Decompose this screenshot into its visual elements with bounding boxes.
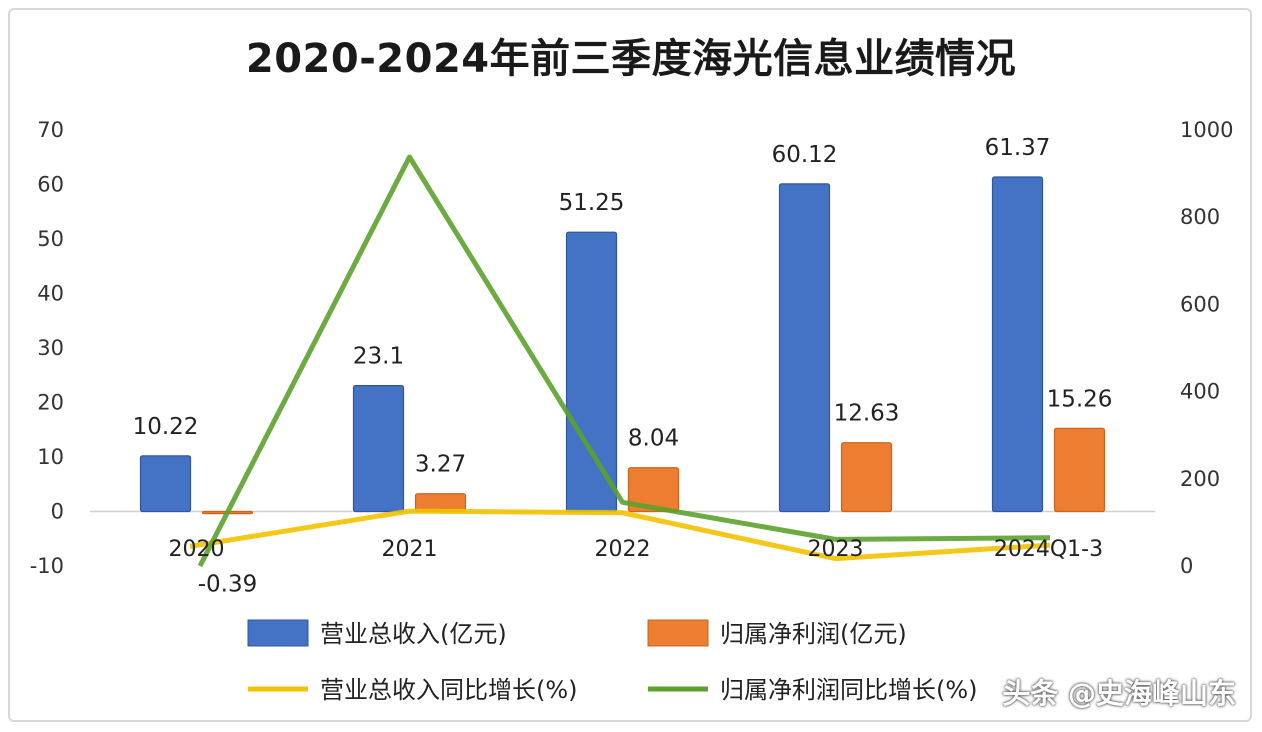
right-tick-label: 200 (1180, 467, 1220, 491)
left-tick-label: -10 (30, 554, 64, 578)
bars-group (139, 176, 1106, 515)
left-tick-label: 30 (37, 336, 64, 360)
legend-label: 营业总收入(亿元) (320, 620, 507, 648)
revenue-data-label: 61.37 (985, 135, 1051, 161)
x-tick-label: 2020 (169, 537, 225, 562)
legend-swatch (647, 619, 709, 647)
profit-bar (627, 467, 680, 513)
x-tick-label: 2022 (595, 537, 651, 562)
profit-growth-line (197, 154, 1051, 568)
left-tick-label: 20 (37, 391, 64, 415)
profit-data-label: 3.27 (415, 452, 466, 478)
left-tick-label: 70 (37, 118, 64, 142)
left-tick-label: 50 (37, 227, 64, 251)
left-tick-label: 40 (37, 282, 64, 306)
right-tick-label: 1000 (1180, 118, 1233, 142)
profit-bar (840, 442, 893, 513)
legend: 营业总收入(亿元) 归属净利润(亿元) 营业总收入同比增长(%) 归属净利润同比增长(… (247, 619, 978, 704)
revenue-bar (139, 455, 192, 513)
chart-frame (8, 8, 1252, 722)
x-axis-labels: 2020 2021 2022 2023 2024Q1-3 (169, 537, 1104, 562)
left-tick-label: 10 (37, 445, 64, 469)
legend-label: 归属净利润同比增长(%) (720, 676, 978, 704)
x-tick-label: 2024Q1-3 (994, 537, 1103, 562)
lines-group (189, 154, 1051, 568)
revenue-data-label: 23.1 (353, 344, 404, 370)
right-tick-label: 0 (1180, 554, 1193, 578)
profit-data-label: 15.26 (1047, 386, 1113, 412)
revenue-bar (991, 176, 1044, 513)
legend-label: 归属净利润(亿元) (720, 620, 907, 648)
x-tick-label: 2021 (382, 537, 438, 562)
revenue-data-label: 10.22 (133, 414, 199, 440)
legend-swatch (247, 619, 309, 647)
revenue-data-label: 51.25 (559, 190, 625, 216)
profit-data-label: 8.04 (628, 426, 679, 452)
left-axis-ticks: 70 60 50 40 30 20 10 0 -10 (30, 118, 64, 578)
legend-label: 营业总收入同比增长(%) (320, 676, 578, 704)
right-tick-label: 400 (1180, 380, 1220, 404)
x-tick-label: 2023 (808, 537, 864, 562)
data-labels: 10.22 23.1 51.25 60.12 61.37 -0.39 3.27 8.04 12.… (133, 135, 1113, 597)
right-tick-label: 600 (1180, 292, 1220, 316)
watermark: 头条 @史海峰山东 (1002, 677, 1236, 710)
profit-data-label: 12.63 (834, 401, 900, 427)
revenue-growth-line (189, 508, 1051, 562)
revenue-bar (565, 231, 618, 513)
right-axis-ticks: 1000 800 600 400 200 0 (1180, 118, 1233, 578)
revenue-bar (352, 385, 405, 513)
profit-data-label: -0.39 (198, 572, 258, 598)
profit-bar (1053, 427, 1106, 513)
left-tick-label: 60 (37, 173, 64, 197)
left-tick-label: 0 (51, 500, 64, 524)
revenue-bar (778, 183, 831, 513)
chart-title: 2020-2024年前三季度海光信息业绩情况 (245, 36, 1017, 82)
right-tick-label: 800 (1180, 205, 1220, 229)
revenue-data-label: 60.12 (772, 142, 838, 168)
